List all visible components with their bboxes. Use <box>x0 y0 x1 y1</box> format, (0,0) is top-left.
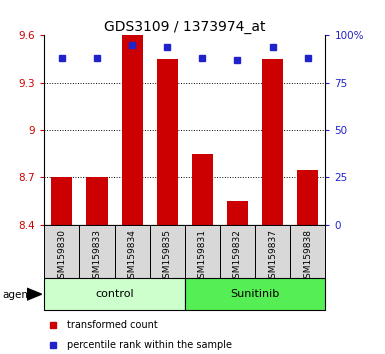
Bar <box>86 177 107 225</box>
Bar <box>51 177 72 225</box>
Bar <box>255 225 290 278</box>
Text: GSM159837: GSM159837 <box>268 229 277 284</box>
Title: GDS3109 / 1373974_at: GDS3109 / 1373974_at <box>104 21 266 34</box>
Bar <box>220 225 255 278</box>
Polygon shape <box>27 288 42 300</box>
Text: GSM159834: GSM159834 <box>127 229 137 284</box>
Bar <box>115 225 150 278</box>
Bar <box>79 225 115 278</box>
Bar <box>157 59 178 225</box>
Text: control: control <box>95 289 134 299</box>
Bar <box>297 170 318 225</box>
Text: transformed count: transformed count <box>67 320 157 330</box>
Text: percentile rank within the sample: percentile rank within the sample <box>67 340 232 350</box>
Bar <box>290 225 325 278</box>
Bar <box>185 278 325 310</box>
Bar <box>44 225 79 278</box>
Text: agent: agent <box>2 290 32 299</box>
Text: GSM159832: GSM159832 <box>233 229 242 284</box>
Text: Sunitinib: Sunitinib <box>231 289 280 299</box>
Bar <box>227 201 248 225</box>
Text: GSM159831: GSM159831 <box>198 229 207 284</box>
Bar <box>185 225 220 278</box>
Bar <box>122 35 142 225</box>
Text: GSM159835: GSM159835 <box>163 229 172 284</box>
Text: GSM159833: GSM159833 <box>92 229 102 284</box>
Bar <box>262 59 283 225</box>
Text: GSM159838: GSM159838 <box>303 229 312 284</box>
Text: GSM159830: GSM159830 <box>57 229 66 284</box>
Bar <box>44 278 185 310</box>
Bar <box>192 154 213 225</box>
Bar <box>150 225 185 278</box>
